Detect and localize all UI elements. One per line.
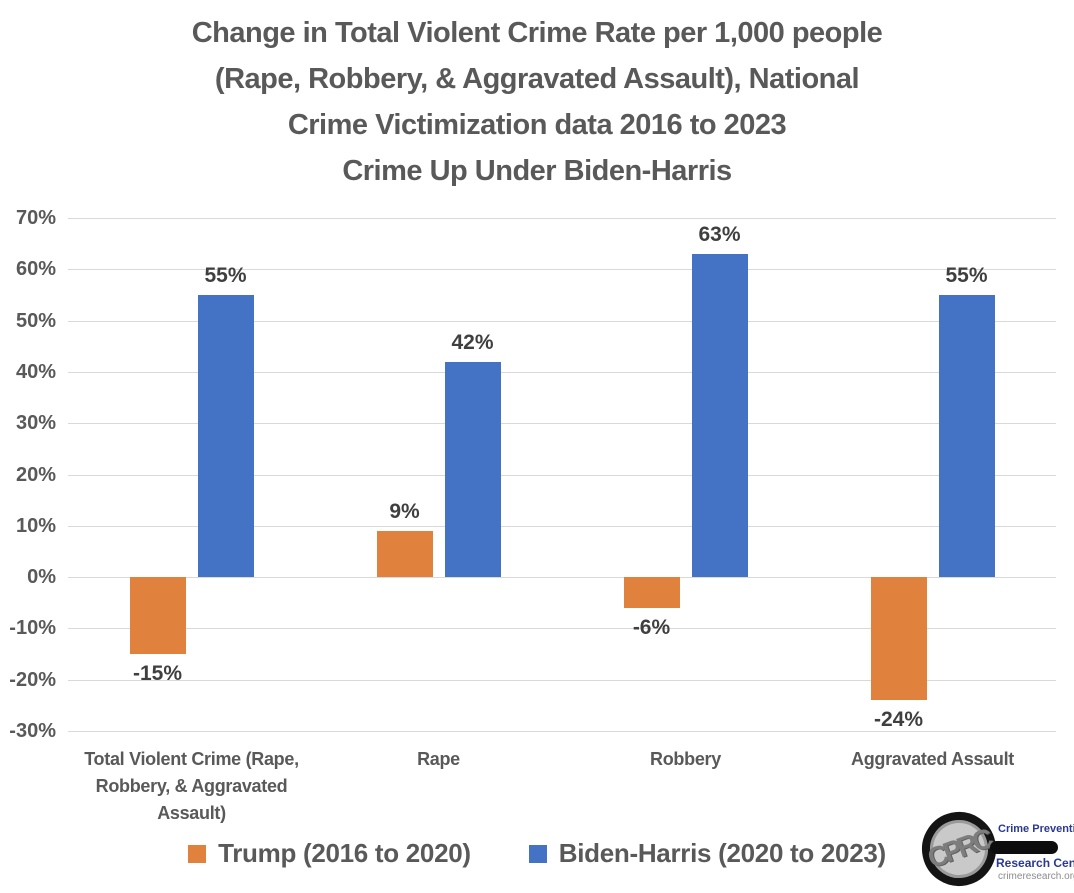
gridline: [68, 628, 1056, 630]
bar-value-label: 55%: [204, 263, 247, 287]
category-label: Rape: [417, 749, 460, 769]
logo-org-name-line1: Crime Prevention: [998, 823, 1074, 835]
bar-value-label: 63%: [698, 222, 741, 246]
y-axis-tick-label: -30%: [9, 720, 56, 742]
chart-title-line-4: Crime Up Under Biden-Harris: [342, 155, 732, 187]
legend-item: Biden-Harris (2020 to 2023): [528, 838, 886, 869]
legend-swatch-icon: [528, 844, 547, 863]
bar-series0-cat0: [129, 577, 186, 655]
bar-series1-cat2: [691, 253, 748, 578]
magnifying-glass-handle: [990, 841, 1058, 854]
gridline: [68, 371, 1056, 373]
gridline: [68, 474, 1056, 476]
category-axis: Total Violent Crime (Rape, Robbery, & Ag…: [68, 746, 1056, 827]
legend-item: Trump (2016 to 2020): [188, 838, 471, 869]
cprc-logo: CPRC Crime Prevention Research Center cr…: [915, 805, 1074, 893]
legend-label: Trump (2016 to 2020): [218, 838, 471, 868]
bar-series0-cat1: [376, 530, 433, 578]
bar-value-label: 55%: [945, 263, 988, 287]
y-axis-tick-label: -10%: [9, 617, 56, 640]
y-axis-tick-label: -20%: [9, 668, 56, 691]
plot-area: 70% 60% 50% 40% 30% 20% 10% 0% -10% -20% -30% -15% 9…: [9, 207, 1056, 742]
gridline: [68, 679, 1056, 681]
bar-value-label: 9%: [389, 499, 420, 523]
bar-series1-cat1: [444, 361, 501, 578]
bar-value-label: -15%: [132, 662, 183, 686]
legend-label: Biden-Harris (2020 to 2023): [558, 838, 886, 868]
bar-value-label: 42%: [451, 330, 494, 354]
chart-title-line-1: Change in Total Violent Crime Rate per 1…: [191, 17, 883, 49]
legend: Trump (2016 to 2020) Biden-Harris (2020 t…: [0, 838, 1074, 869]
gridline: [68, 269, 1056, 271]
bar-value-label: -6%: [632, 615, 671, 639]
category-label: Robbery: [650, 749, 721, 769]
y-axis-tick-label: 10%: [15, 514, 56, 537]
y-axis-tick-label: 0%: [27, 566, 56, 589]
y-axis-tick-label: 30%: [15, 412, 56, 435]
gridline: [68, 577, 1056, 579]
chart-title-line-2: (Rape, Robbery, & Aggravated Assault), N…: [214, 63, 860, 95]
gridline: [68, 218, 1056, 219]
gridline: [68, 423, 1056, 425]
bar-series1-cat3: [938, 294, 995, 578]
y-axis-tick-label: 50%: [15, 309, 56, 332]
gridline: [68, 731, 1056, 732]
logo-url: crimeresearch.org: [998, 871, 1074, 882]
gridline: [68, 525, 1056, 527]
bar-value-label: -24%: [873, 708, 924, 732]
y-axis-tick-label: 60%: [15, 258, 56, 281]
legend-swatch-icon: [188, 844, 207, 863]
category-label: Total Violent Crime (Rape, Robbery, & Ag…: [84, 749, 299, 823]
bar-series1-cat0: [197, 294, 254, 578]
category-label: Aggravated Assault: [851, 749, 1014, 769]
chart-title: Change in Total Violent Crime Rate per 1…: [0, 10, 1074, 194]
cprc-monogram: CPRC: [923, 823, 994, 874]
gridline: [68, 320, 1056, 322]
logo-org-name-line2: Research Center: [996, 856, 1074, 870]
bar-series0-cat2: [623, 577, 680, 608]
chart-title-line-3: Crime Victimization data 2016 to 2023: [287, 109, 787, 141]
y-axis-tick-label: 70%: [15, 207, 56, 229]
y-axis-tick-label: 40%: [15, 360, 56, 383]
y-axis-tick-label: 20%: [15, 463, 56, 486]
bar-series0-cat3: [870, 577, 927, 701]
